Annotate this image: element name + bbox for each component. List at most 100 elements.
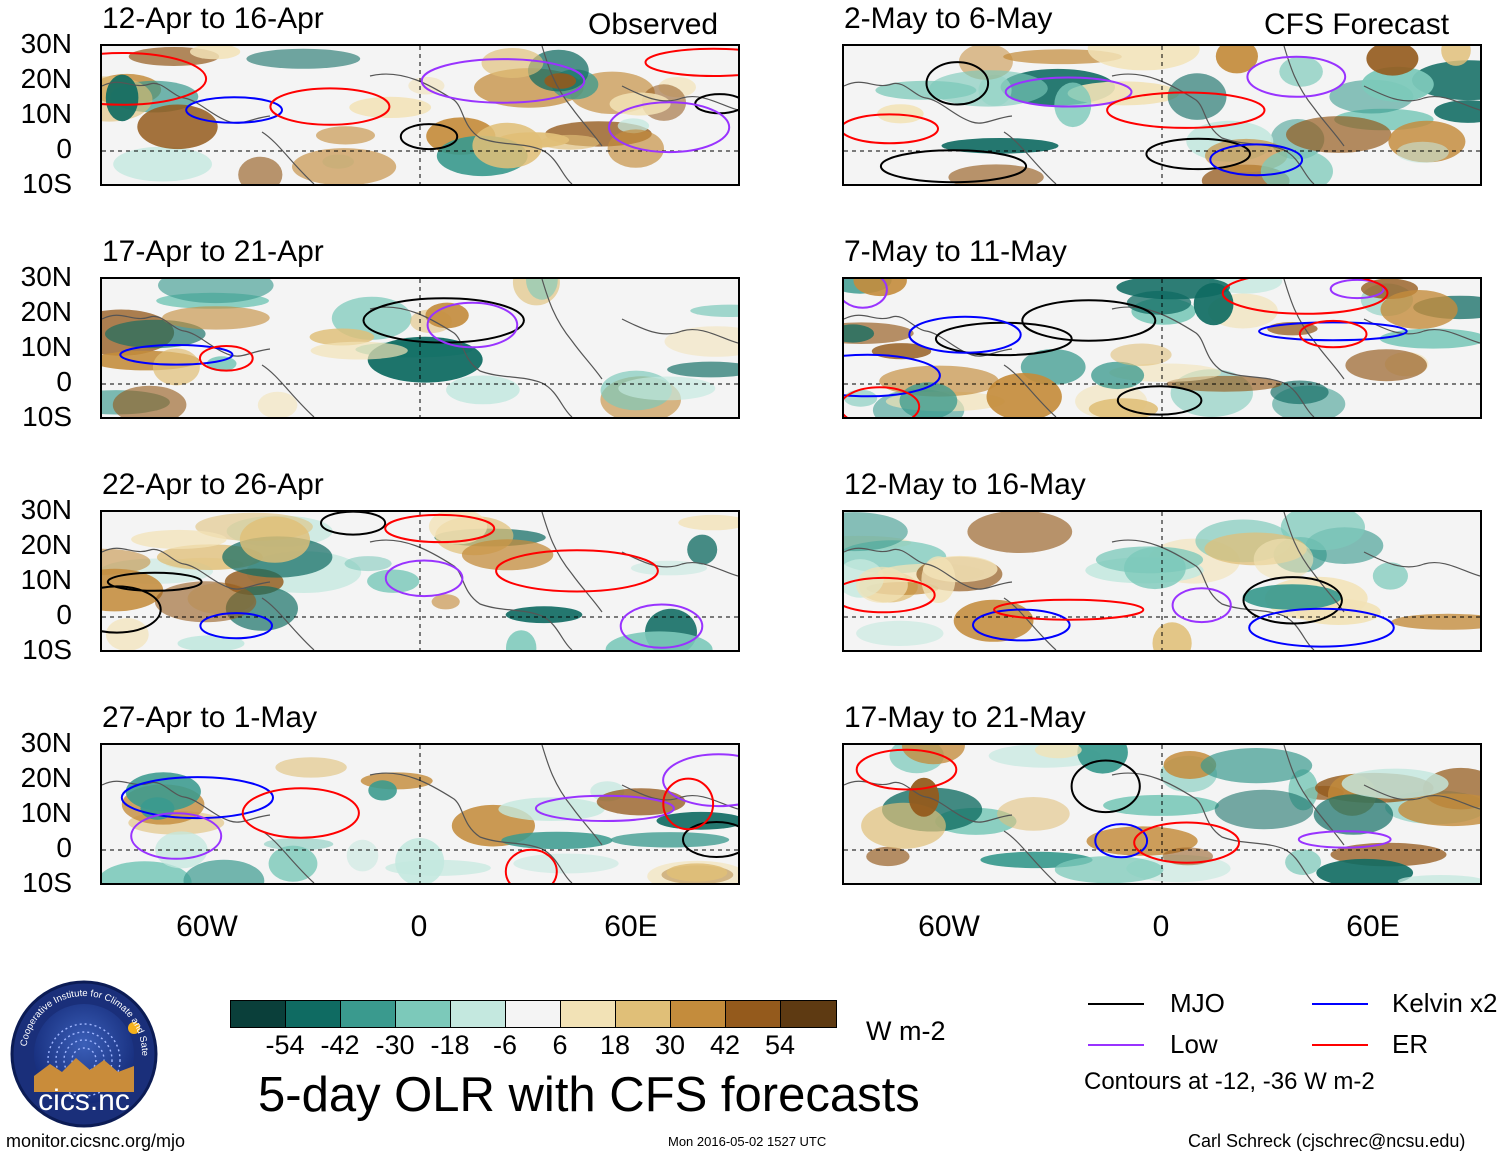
olr-anomaly-blob xyxy=(268,845,318,882)
olr-anomaly-blob xyxy=(967,512,1073,553)
olr-anomaly-blob xyxy=(1116,279,1230,300)
legend-label-mjo: MJO xyxy=(1170,988,1225,1018)
contour-low xyxy=(662,753,738,808)
olr-anomaly-blob xyxy=(618,376,716,401)
colorbar-tick-label: 54 xyxy=(764,1030,796,1060)
olr-anomaly-blob xyxy=(505,606,583,624)
legend-line-low xyxy=(1088,1044,1144,1046)
contour-kelvin xyxy=(1258,321,1408,342)
olr-anomaly-blob xyxy=(526,279,558,300)
olr-anomaly-blob xyxy=(948,164,1044,184)
contour-mjo xyxy=(682,821,738,858)
olr-anomaly-blob xyxy=(609,92,671,116)
colorbar-tick-label: -30 xyxy=(375,1030,415,1060)
contour-er xyxy=(384,513,496,544)
coastline xyxy=(844,46,1480,184)
olr-anomaly-blob xyxy=(1162,847,1213,866)
contour-low xyxy=(1171,587,1232,624)
y-label: 10N xyxy=(20,331,72,362)
olr-anomaly-blob xyxy=(177,635,245,650)
contour-low xyxy=(1004,76,1133,108)
olr-anomaly-blob xyxy=(472,122,543,169)
olr-anomaly-blob xyxy=(908,777,940,817)
footer-timestamp: Mon 2016-05-02 1527 UTC xyxy=(668,1134,827,1149)
contour-er xyxy=(1106,91,1266,129)
contour-mjo xyxy=(879,149,1028,184)
olr-anomaly-blob xyxy=(1110,343,1172,366)
y-label: 10S xyxy=(22,401,72,432)
panel-title: 2-May to 6-May xyxy=(844,2,1053,35)
y-label: 10N xyxy=(20,98,72,129)
contour-low xyxy=(384,559,464,598)
olr-anomaly-blob xyxy=(605,631,713,650)
olr-anomaly-blob xyxy=(1396,141,1449,163)
contour-mjo xyxy=(1242,576,1343,625)
cfs-forecast-label: CFS Forecast xyxy=(1264,8,1450,41)
x-label-60w: 60W xyxy=(176,910,238,943)
olr-anomaly-blob xyxy=(105,618,149,650)
map-panel-forecast-1 xyxy=(842,44,1482,186)
cics-logo-graphic: Cooperative Institute for Climate and Sa… xyxy=(7,972,158,1128)
observed-label: Observed xyxy=(588,8,719,41)
contour-mjo xyxy=(925,61,990,106)
olr-anomaly-blob xyxy=(1279,56,1323,87)
legend-line-mjo xyxy=(1088,1003,1144,1005)
contour-er xyxy=(855,748,958,791)
footer-url[interactable]: monitor.cicsnc.org/mjo xyxy=(6,1131,186,1151)
olr-anomaly-blob xyxy=(1397,875,1480,883)
contour-kelvin xyxy=(1094,823,1149,859)
contour-kelvin xyxy=(120,776,274,820)
panel-title: 22-Apr to 26-Apr xyxy=(102,468,324,501)
olr-anomaly-blob xyxy=(1054,82,1092,128)
contour-er xyxy=(504,848,558,883)
contour-mjo xyxy=(1116,385,1203,416)
contour-er xyxy=(993,598,1145,621)
olr-anomaly-blob xyxy=(1270,380,1329,405)
olr-anomaly-blob xyxy=(664,326,738,357)
olr-anomaly-blob xyxy=(953,599,1034,642)
olr-anomaly-blob xyxy=(309,328,375,346)
olr-anomaly-blob xyxy=(501,831,613,850)
olr-anomaly-blob xyxy=(344,556,392,572)
contour-low xyxy=(844,279,888,309)
x-label-60w-forecast: 60W xyxy=(918,910,980,943)
x-label-0: 0 xyxy=(410,910,428,943)
olr-anomaly-blob xyxy=(105,74,139,122)
colorbar-swatch xyxy=(726,1001,781,1027)
olr-anomaly-blob xyxy=(690,304,738,317)
olr-anomaly-blob xyxy=(1366,46,1419,76)
olr-anomaly-blob xyxy=(368,780,397,801)
footer-credit: Carl Schreck (cjschrec@ncsu.edu) xyxy=(1188,1131,1466,1151)
colorbar-tick-label: 30 xyxy=(654,1030,686,1060)
coastline xyxy=(102,279,738,417)
coastline xyxy=(844,745,1480,883)
contour-er xyxy=(844,386,921,417)
legend-line-kelvin xyxy=(1312,1003,1368,1005)
olr-anomaly-blob xyxy=(666,863,728,882)
colorbar xyxy=(230,1000,837,1028)
contour-low xyxy=(607,101,731,154)
coastline xyxy=(102,512,738,650)
olr-anomaly-blob xyxy=(540,134,600,150)
contour-low xyxy=(534,794,675,823)
map-panel-observed-3 xyxy=(100,510,740,652)
contour-kelvin xyxy=(199,612,273,640)
y-label: 10N xyxy=(20,797,72,828)
contour-low xyxy=(130,812,223,860)
olr-anomaly-blob xyxy=(367,569,420,593)
olr-anomaly-blob xyxy=(856,620,944,646)
coastline xyxy=(102,46,738,184)
olr-anomaly-blob xyxy=(113,146,212,182)
colorbar-tick-label: -18 xyxy=(430,1030,470,1060)
olr-anomaly-blob xyxy=(929,70,1048,107)
olr-anomaly-blob xyxy=(1286,116,1392,153)
y-label: 0 xyxy=(56,366,72,397)
olr-anomaly-blob xyxy=(1067,81,1180,106)
contour-er xyxy=(1298,319,1368,349)
olr-anomaly-blob xyxy=(1214,789,1314,830)
olr-anomaly-blob xyxy=(154,581,257,623)
olr-anomaly-blob xyxy=(997,797,1070,831)
y-label: 30N xyxy=(20,494,72,525)
olr-anomaly-blob xyxy=(102,548,151,575)
olr-anomaly-blob xyxy=(1215,46,1258,74)
